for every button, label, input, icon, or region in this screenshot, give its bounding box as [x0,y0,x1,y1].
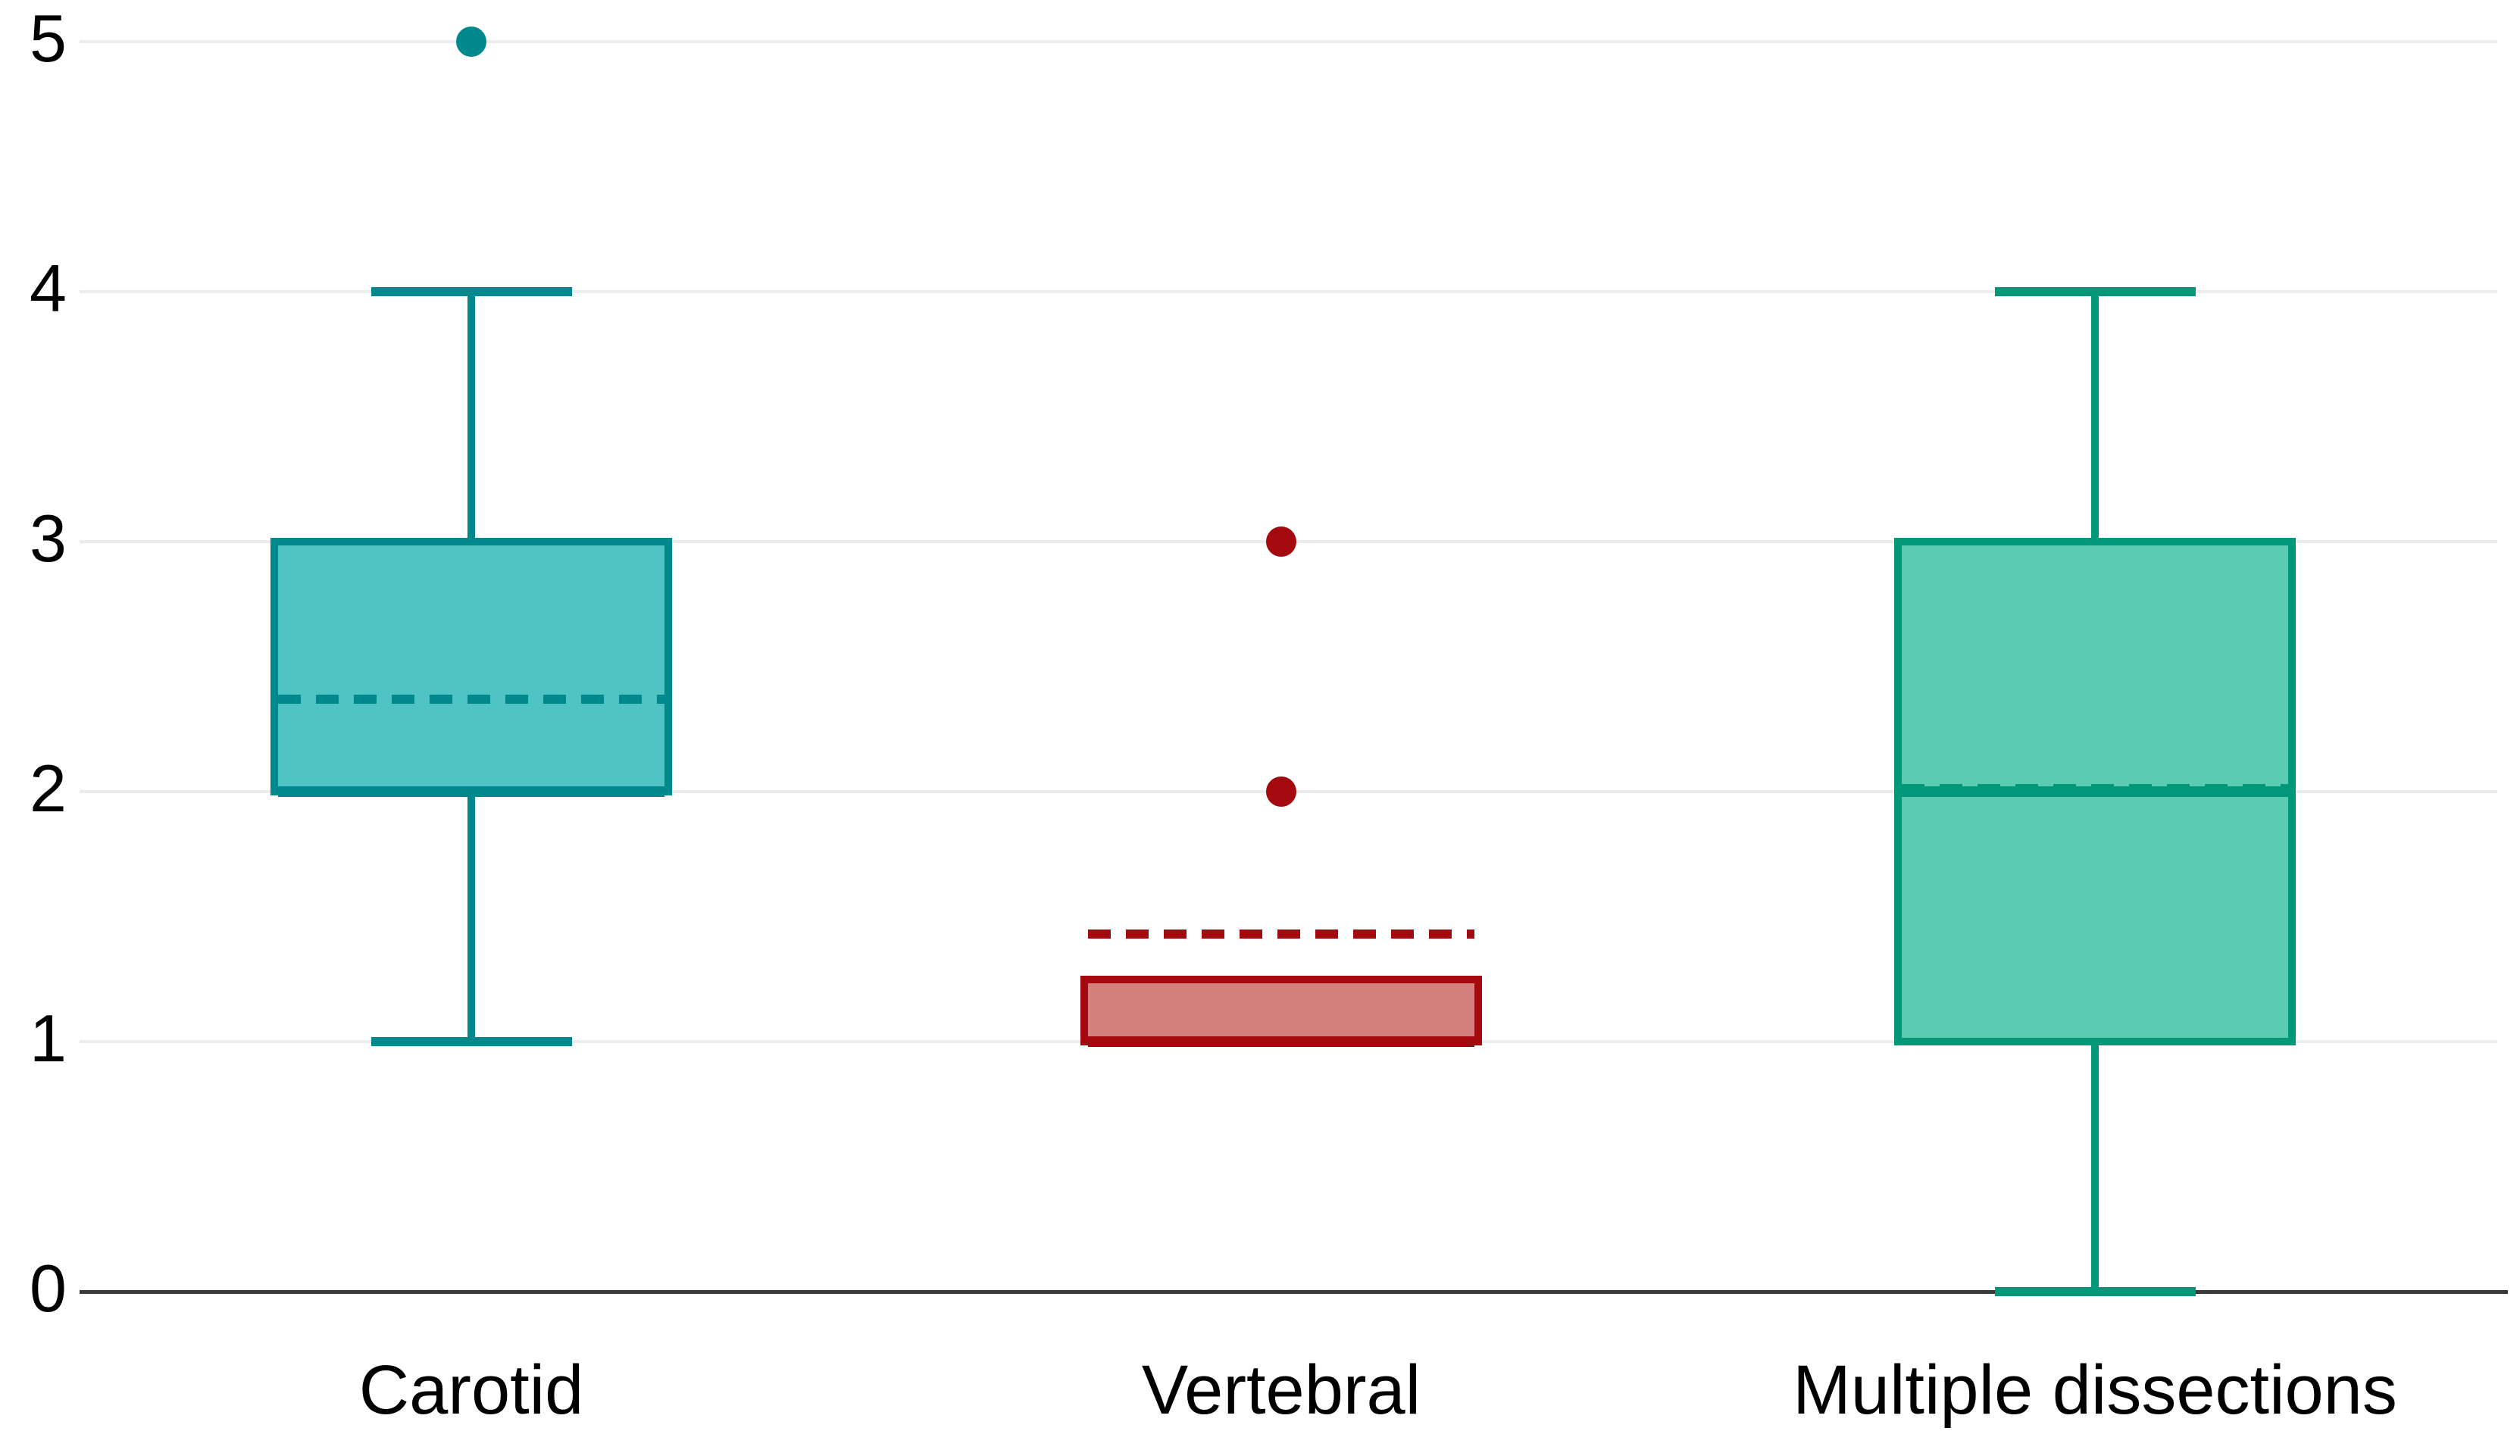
whisker-cap-upper-carotid [370,287,572,296]
whisker-cap-lower-carotid [370,1037,572,1046]
whisker-stem-lower-multiple-dissections [2091,1042,2099,1292]
whisker-cap-lower-multiple-dissections [1994,1287,2196,1296]
box-vertebral [1080,975,1482,1045]
outlier-dot-vertebral [1266,776,1296,807]
x-category-label-carotid: Carotid [358,1351,584,1429]
median-line-vertebral [1088,1036,1474,1047]
mean-line-carotid [278,694,664,704]
y-tick-label: 0 [30,1251,67,1326]
outlier-dot-carotid [456,27,486,57]
whisker-stem-upper-carotid [467,292,475,542]
x-axis-line [80,1290,2508,1294]
y-tick-label: 4 [30,251,67,326]
y-tick-label: 5 [30,1,67,76]
gridline [80,290,2497,293]
whisker-cap-upper-multiple-dissections [1994,287,2196,296]
outlier-dot-vertebral [1266,526,1296,557]
box-carotid [270,538,672,795]
y-tick-label: 3 [30,501,67,576]
mean-line-multiple-dissections [1902,784,2288,793]
y-tick-label: 2 [30,751,67,826]
whisker-stem-upper-multiple-dissections [2091,292,2099,542]
mean-line-vertebral [1088,930,1474,939]
x-category-label-multiple-dissections: Multiple dissections [1793,1351,2397,1429]
gridline [80,40,2497,43]
whisker-stem-lower-carotid [467,792,475,1042]
median-line-carotid [278,786,664,797]
y-tick-label: 1 [30,1001,67,1076]
x-category-label-vertebral: Vertebral [1141,1351,1421,1429]
